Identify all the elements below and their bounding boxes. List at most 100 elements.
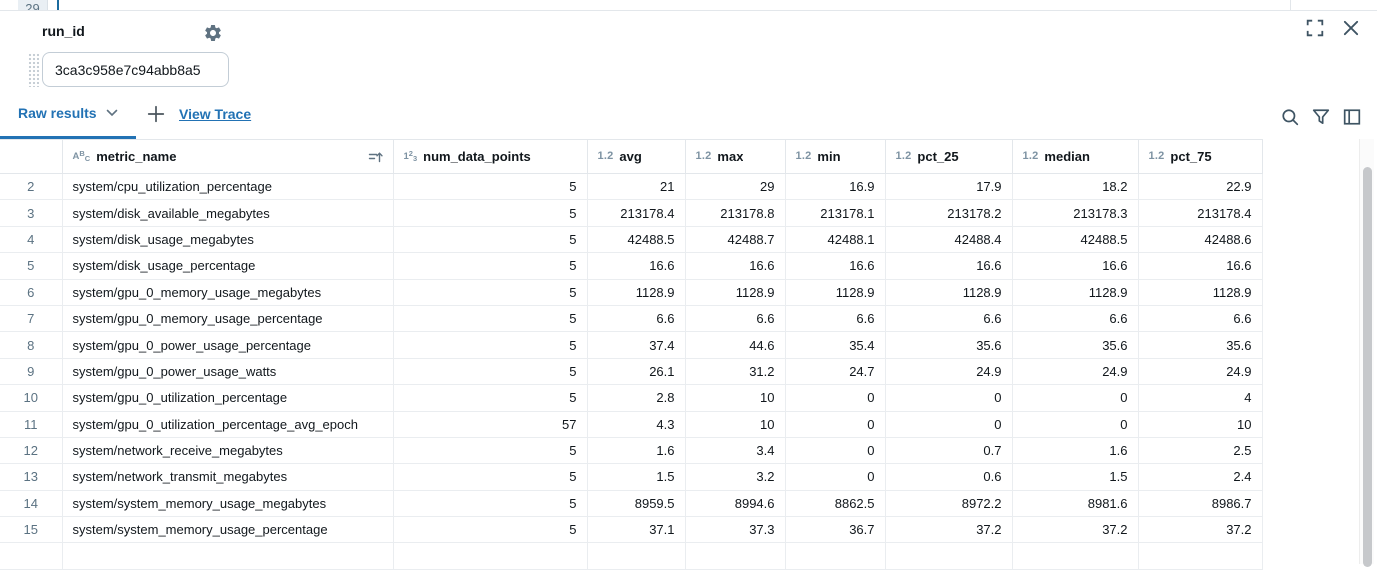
- cell-avg[interactable]: 2.8: [587, 384, 686, 412]
- cell-metric-name[interactable]: system/system_memory_usage_megabytes: [62, 490, 394, 518]
- cell-pct_25[interactable]: 42488.4: [885, 226, 1013, 254]
- cell-pct_25[interactable]: 37.2: [885, 516, 1013, 544]
- cell-max[interactable]: 10: [685, 384, 786, 412]
- cell-pct_25[interactable]: 6.6: [885, 305, 1013, 333]
- cell-metric-name[interactable]: system/gpu_0_utilization_percentage_avg_…: [62, 411, 394, 438]
- cell-min[interactable]: 0: [785, 437, 886, 465]
- cell-pct_25[interactable]: 8972.2: [885, 490, 1013, 518]
- cell-avg[interactable]: 16.6: [587, 252, 686, 280]
- cell-num_data_points[interactable]: 5: [393, 173, 588, 201]
- cell-min[interactable]: 8862.5: [785, 490, 886, 518]
- maximize-icon[interactable]: [1306, 19, 1326, 39]
- cell-pct_25[interactable]: 24.9: [885, 358, 1013, 386]
- search-icon[interactable]: [1281, 108, 1301, 128]
- cell-max[interactable]: 29: [685, 173, 786, 201]
- row-number[interactable]: 2: [0, 173, 63, 201]
- row-number[interactable]: 9: [0, 358, 63, 386]
- cell-pct_75[interactable]: 24.9: [1138, 358, 1263, 386]
- cell-num_data_points[interactable]: 5: [393, 199, 588, 227]
- cell-max[interactable]: 10: [685, 411, 786, 438]
- cell-pct_75[interactable]: 4: [1138, 384, 1263, 412]
- cell-metric-name[interactable]: system/gpu_0_memory_usage_megabytes: [62, 279, 394, 306]
- row-number[interactable]: 5: [0, 252, 63, 280]
- cell-median[interactable]: 0: [1012, 411, 1139, 438]
- cell-median[interactable]: 1.5: [1012, 463, 1139, 491]
- add-tab-button[interactable]: [147, 104, 167, 124]
- cell-num_data_points[interactable]: 5: [393, 331, 588, 359]
- cell-avg[interactable]: 4.3: [587, 411, 686, 438]
- cell-pct_75[interactable]: 10: [1138, 411, 1263, 438]
- cell-min[interactable]: 0: [785, 463, 886, 491]
- cell-pct_25[interactable]: 16.6: [885, 252, 1013, 280]
- cell-avg[interactable]: 1.5: [587, 463, 686, 491]
- cell-pct_25[interactable]: 17.9: [885, 173, 1013, 201]
- cell-min[interactable]: 35.4: [785, 331, 886, 359]
- cell-pct_25[interactable]: 0.7: [885, 437, 1013, 465]
- cell-max[interactable]: 31.2: [685, 358, 786, 386]
- cell-num_data_points[interactable]: 5: [393, 252, 588, 280]
- cell-median[interactable]: 16.6: [1012, 252, 1139, 280]
- cell-median[interactable]: 0: [1012, 384, 1139, 412]
- cell-min[interactable]: 42488.1: [785, 226, 886, 254]
- cell-max[interactable]: 3.2: [685, 463, 786, 491]
- row-number[interactable]: 11: [0, 411, 63, 438]
- cell-pct_75[interactable]: 35.6: [1138, 331, 1263, 359]
- view-trace-link[interactable]: View Trace: [179, 106, 252, 122]
- cell-median[interactable]: 213178.3: [1012, 199, 1139, 227]
- row-number[interactable]: 3: [0, 199, 63, 227]
- cell-metric-name[interactable]: system/gpu_0_memory_usage_percentage: [62, 305, 394, 333]
- cell-pct_25[interactable]: 0: [885, 411, 1013, 438]
- cell-median[interactable]: 1.6: [1012, 437, 1139, 465]
- cell-avg[interactable]: 42488.5: [587, 226, 686, 254]
- columns-panel-icon[interactable]: [1343, 108, 1363, 128]
- cell-avg[interactable]: 37.1: [587, 516, 686, 544]
- column-header-pct_25[interactable]: 1.2 pct_25: [885, 139, 1013, 174]
- cell-num_data_points[interactable]: 5: [393, 358, 588, 386]
- tab-raw-results[interactable]: Raw results: [18, 105, 118, 121]
- cell-pct_75[interactable]: 37.2: [1138, 516, 1263, 544]
- cell-max[interactable]: 6.6: [685, 305, 786, 333]
- cell-avg[interactable]: 1128.9: [587, 279, 686, 306]
- cell-pct_75[interactable]: 213178.4: [1138, 199, 1263, 227]
- cell-pct_25[interactable]: 1128.9: [885, 279, 1013, 306]
- cell-pct_75[interactable]: 42488.6: [1138, 226, 1263, 254]
- cell-pct_75[interactable]: 6.6: [1138, 305, 1263, 333]
- cell-metric-name[interactable]: system/disk_usage_megabytes: [62, 226, 394, 254]
- cell-num_data_points[interactable]: 5: [393, 490, 588, 518]
- cell-num_data_points[interactable]: 5: [393, 226, 588, 254]
- cell-median[interactable]: 42488.5: [1012, 226, 1139, 254]
- cell-avg[interactable]: 26.1: [587, 358, 686, 386]
- cell-num_data_points[interactable]: 5: [393, 463, 588, 491]
- cell-max[interactable]: 44.6: [685, 331, 786, 359]
- cell-median[interactable]: 24.9: [1012, 358, 1139, 386]
- cell-min[interactable]: 16.9: [785, 173, 886, 201]
- row-number[interactable]: 10: [0, 384, 63, 412]
- row-number[interactable]: 8: [0, 331, 63, 359]
- cell-num_data_points[interactable]: 5: [393, 279, 588, 306]
- cell-min[interactable]: 24.7: [785, 358, 886, 386]
- row-number[interactable]: 12: [0, 437, 63, 465]
- column-header-num_data_points[interactable]: 1 2 3 num_data_points: [393, 139, 588, 174]
- cell-pct_25[interactable]: 213178.2: [885, 199, 1013, 227]
- cell-median[interactable]: 6.6: [1012, 305, 1139, 333]
- cell-min[interactable]: 36.7: [785, 516, 886, 544]
- cell-median[interactable]: 8981.6: [1012, 490, 1139, 518]
- row-number[interactable]: 7: [0, 305, 63, 333]
- cell-min[interactable]: 16.6: [785, 252, 886, 280]
- cell-pct_75[interactable]: 2.4: [1138, 463, 1263, 491]
- cell-avg[interactable]: 6.6: [587, 305, 686, 333]
- gear-icon[interactable]: [203, 23, 223, 43]
- cell-max[interactable]: 3.4: [685, 437, 786, 465]
- cell-median[interactable]: 1128.9: [1012, 279, 1139, 306]
- cell-pct_75[interactable]: 22.9: [1138, 173, 1263, 201]
- cell-min[interactable]: 213178.1: [785, 199, 886, 227]
- column-header-avg[interactable]: 1.2 avg: [587, 139, 686, 174]
- cell-avg[interactable]: 8959.5: [587, 490, 686, 518]
- cell-num_data_points[interactable]: 5: [393, 437, 588, 465]
- cell-min[interactable]: 6.6: [785, 305, 886, 333]
- row-number[interactable]: 6: [0, 279, 63, 306]
- row-number[interactable]: 14: [0, 490, 63, 518]
- cell-min[interactable]: 0: [785, 411, 886, 438]
- cell-num_data_points[interactable]: 5: [393, 305, 588, 333]
- column-header-median[interactable]: 1.2 median: [1012, 139, 1139, 174]
